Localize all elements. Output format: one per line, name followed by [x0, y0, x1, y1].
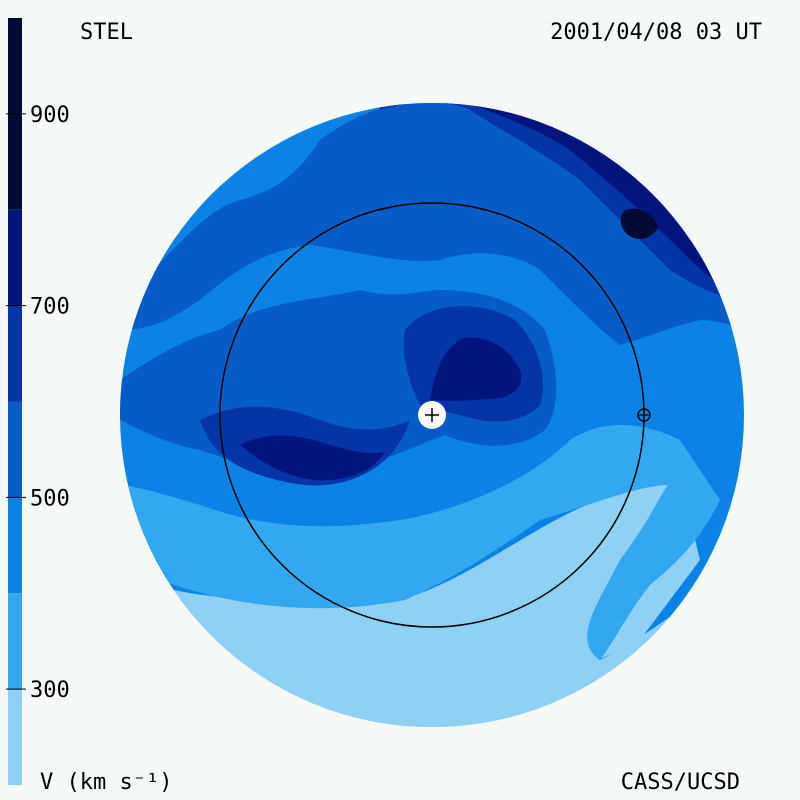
colorbar-band-600-700	[8, 305, 22, 402]
contour-300-400-south	[120, 425, 720, 660]
colorbar-label: V (km s⁻¹)	[40, 770, 173, 795]
earth-icon	[637, 408, 651, 422]
colorbar-band-200-300	[8, 689, 22, 785]
colorbar-band-400-500	[8, 497, 22, 594]
velocity-disc	[120, 103, 744, 727]
colorbar-band-300-400	[8, 593, 22, 690]
contour-700-800-west	[240, 435, 385, 481]
colorbar-band-700-800	[8, 209, 22, 306]
colorbar: 900 700 500 300	[6, 18, 70, 785]
colorbar-tick-label-900: 900	[30, 103, 70, 128]
colorbar-band-500-600	[8, 401, 22, 498]
colorbar-tick-label-700: 700	[30, 295, 70, 320]
contour-700-800-center	[430, 337, 522, 401]
colorbar-tick-label-300: 300	[30, 678, 70, 703]
colorbar-tick-label-500: 500	[30, 486, 70, 511]
sun-plus-icon	[418, 401, 446, 429]
header-right-label: 2001/04/08 03 UT	[550, 20, 762, 45]
contour-800-plus-peak	[620, 208, 658, 240]
header-left-label: STEL	[80, 20, 133, 45]
footer-right-label: CASS/UCSD	[620, 770, 740, 795]
